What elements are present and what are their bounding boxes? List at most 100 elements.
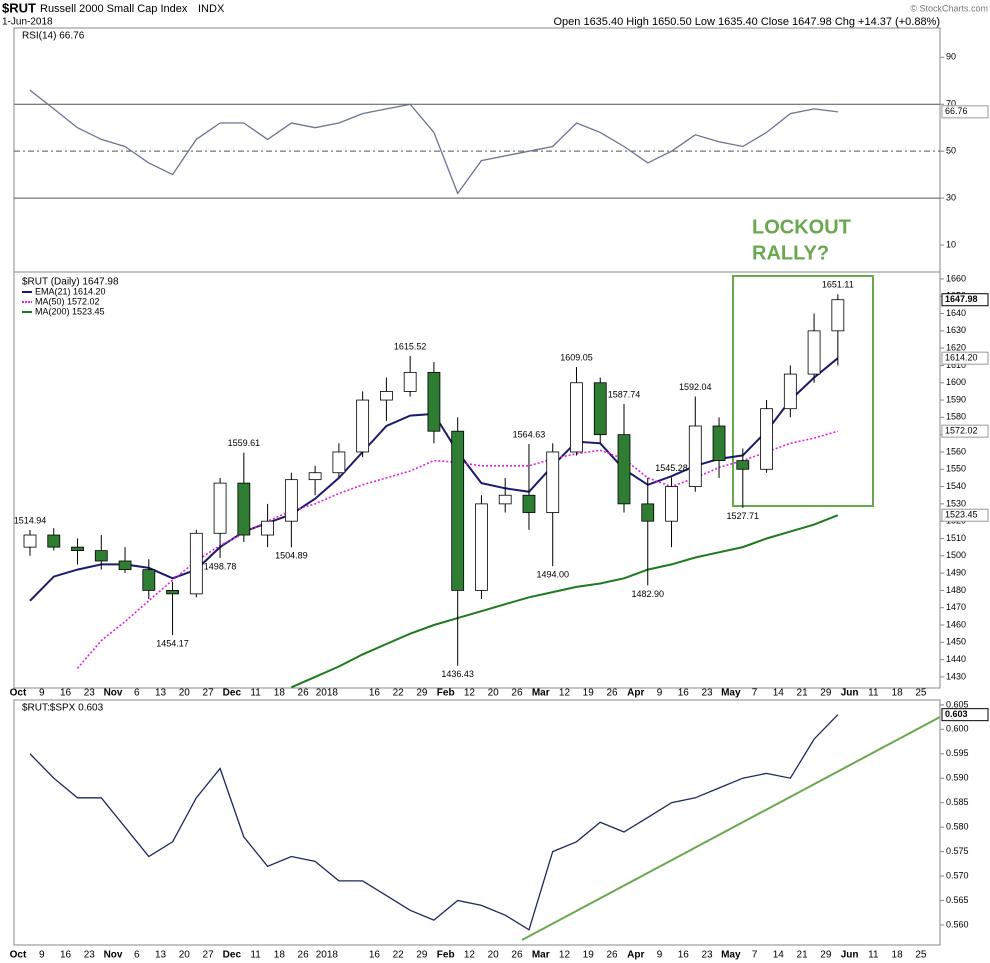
y-tick-label: 1580	[946, 412, 966, 422]
x-tick-label: 6	[134, 950, 140, 961]
candle-body	[189, 532, 203, 595]
value-box	[941, 424, 989, 438]
y-tick-label: 0.570	[946, 870, 969, 880]
legend-label: RSI(14) 66.76	[22, 31, 85, 42]
candle-body	[546, 451, 560, 513]
candle-body	[379, 391, 393, 401]
candle-body	[94, 550, 108, 562]
y-tick-label: 1610	[946, 360, 966, 370]
candle-body	[688, 425, 702, 487]
x-tick-label: 22	[393, 688, 405, 699]
date: 1-Jun-2018	[2, 17, 53, 28]
x-tick-label: 29	[416, 950, 428, 961]
x-tick-label: 9	[39, 950, 45, 961]
x-tick-label: 29	[820, 688, 832, 699]
candle-body	[736, 460, 750, 470]
value-box	[941, 351, 989, 365]
legend-label: $RUT (Daily) 1647.98	[22, 277, 119, 288]
x-tick-label: 20	[179, 688, 191, 699]
value-box-label: 66.76	[945, 106, 968, 116]
y-tick-label: 1560	[946, 446, 966, 456]
y-tick-label: 70	[946, 99, 956, 109]
y-tick-label: 1530	[946, 498, 966, 508]
x-tick-label: 23	[701, 950, 713, 961]
y-tick-label: 0.565	[946, 895, 969, 905]
line-series	[76, 430, 839, 669]
y-tick-label: 1600	[946, 377, 966, 387]
candle-body	[831, 299, 845, 332]
x-tick-label: Apr	[627, 950, 644, 961]
x-tick-label: Apr	[627, 688, 644, 699]
candle-body	[284, 479, 298, 522]
y-tick-label: 90	[946, 52, 956, 62]
x-tick-label: 16	[60, 688, 72, 699]
high-label: 1587.74	[608, 389, 641, 399]
value-box-label: 1572.02	[945, 426, 978, 436]
x-tick-label: 12	[559, 688, 571, 699]
exchange: INDX	[198, 3, 225, 15]
y-tick-label: 1440	[946, 654, 966, 664]
candle-body	[807, 330, 821, 375]
x-tick-label: Mar	[532, 950, 550, 961]
x-tick-label: 13	[155, 950, 167, 961]
x-tick-label: 9	[657, 688, 663, 699]
x-tick-label: Feb	[437, 950, 455, 961]
line-series	[29, 89, 838, 195]
y-tick-label: 30	[946, 192, 956, 202]
ratio-frame	[13, 699, 941, 946]
candle-body	[23, 534, 37, 548]
x-tick-label: 11	[250, 688, 261, 699]
x-tick-label: 20	[179, 950, 191, 961]
candle-body	[213, 482, 227, 534]
y-tick-label: 0.595	[946, 748, 969, 758]
x-tick-label: 18	[892, 950, 904, 961]
high-label: 1545.28	[655, 463, 688, 473]
candle-body	[47, 534, 61, 548]
y-tick-label: 1460	[946, 619, 966, 629]
high-label: 1559.61	[228, 438, 261, 448]
x-tick-label: 12	[464, 688, 476, 699]
candle-body	[475, 503, 488, 591]
x-tick-label: 16	[678, 688, 690, 699]
candle-body	[593, 382, 607, 436]
x-tick-label: 26	[606, 950, 618, 961]
x-tick-label: 11	[250, 950, 261, 961]
legend-label: MA(50) 1572.02	[35, 296, 100, 306]
y-tick-label: 1450	[946, 637, 966, 647]
y-tick-label: 0.575	[946, 846, 969, 856]
candle-body	[356, 399, 370, 453]
high-label: 1651.11	[822, 280, 854, 290]
candle-body	[237, 482, 251, 536]
symbol: $RUT	[2, 0, 36, 15]
y-tick-label: 0.590	[946, 773, 969, 783]
x-tick-label: Oct	[10, 688, 27, 699]
low-label: 1454.17	[156, 638, 189, 648]
candle-body	[522, 494, 536, 513]
y-tick-label: 0.560	[946, 919, 969, 929]
x-tick-label: 22	[393, 950, 405, 961]
price-frame	[13, 271, 941, 689]
high-label: 1564.63	[513, 429, 546, 439]
x-tick-label: 27	[203, 688, 215, 699]
y-tick-label: 1470	[946, 602, 966, 612]
y-tick-label: 1430	[946, 671, 966, 681]
candle-body	[261, 520, 275, 536]
x-tick-label: Nov	[104, 688, 123, 699]
x-tick-label: May	[721, 950, 741, 961]
x-tick-label: 20	[488, 688, 500, 699]
value-box	[941, 293, 989, 307]
high-label: 1514.94	[14, 515, 47, 525]
x-tick-label: 9	[657, 950, 663, 961]
legend-label: $RUT:$SPX 0.603	[22, 703, 104, 714]
candle-body	[332, 451, 346, 474]
x-tick-label: 25	[915, 950, 927, 961]
x-tick-label: 14	[773, 950, 785, 961]
credit: © StockCharts.com	[910, 3, 988, 13]
candle-body	[427, 371, 441, 432]
x-tick-label: 16	[369, 688, 381, 699]
x-tick-label: 26	[511, 688, 523, 699]
candle-body	[570, 382, 583, 453]
high-label: 1615.52	[394, 341, 427, 351]
